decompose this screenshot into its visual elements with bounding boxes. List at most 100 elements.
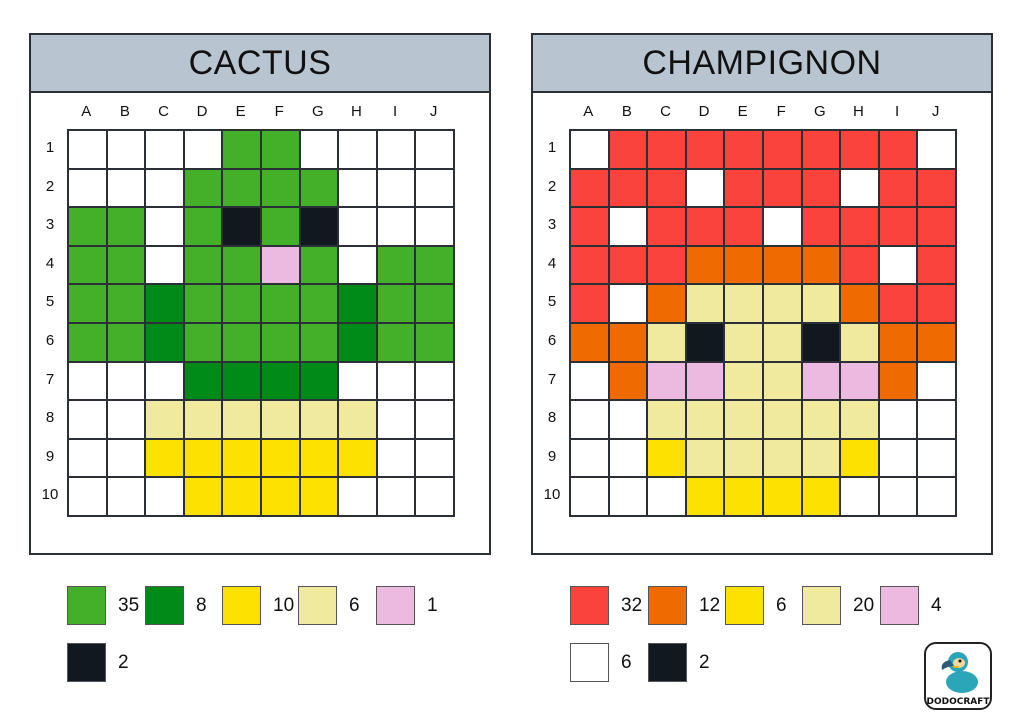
grid-cell-C7 bbox=[145, 361, 184, 401]
color-swatch bbox=[570, 586, 609, 625]
grid-cell-I8 bbox=[376, 400, 416, 439]
grid-cell-F4 bbox=[260, 245, 300, 285]
grid-cell-E3 bbox=[222, 207, 261, 246]
grid-cell-G4 bbox=[801, 245, 841, 285]
grid-cell-G10 bbox=[299, 477, 339, 516]
row-labels: 1 2 3 4 5 6 7 8 9 10 bbox=[537, 129, 567, 515]
legend-item: 2 bbox=[648, 643, 739, 682]
grid-cell-I6 bbox=[376, 322, 416, 362]
grid-cell-I1 bbox=[376, 130, 416, 169]
grid-cell-D3 bbox=[685, 207, 725, 246]
column-label: F bbox=[274, 103, 284, 120]
grid-cell-A3 bbox=[570, 207, 609, 246]
column-label: D bbox=[698, 103, 710, 120]
grid-cell-J7 bbox=[415, 361, 454, 401]
grid-cell-D5 bbox=[685, 284, 725, 323]
color-swatch bbox=[570, 643, 609, 682]
grid-cell-G1 bbox=[299, 130, 339, 169]
color-swatch bbox=[376, 586, 415, 625]
column-label: E bbox=[737, 103, 748, 120]
grid-cell-J3 bbox=[415, 207, 454, 246]
cell-count: 2 bbox=[699, 651, 710, 673]
grid-cell-J2 bbox=[415, 168, 454, 208]
legend-item: 6 bbox=[725, 586, 816, 625]
column-label: D bbox=[196, 103, 208, 120]
grid-cell-J2 bbox=[917, 168, 956, 208]
grid-cell-B9 bbox=[608, 438, 648, 478]
grid-cell-B5 bbox=[608, 284, 648, 323]
grid-cell-J6 bbox=[917, 322, 956, 362]
grid-cell-B5 bbox=[106, 284, 146, 323]
grid-cell-F8 bbox=[762, 400, 802, 439]
grid-cell-D10 bbox=[183, 477, 223, 516]
grid-cell-J9 bbox=[917, 438, 956, 478]
grid-cell-E1 bbox=[222, 130, 261, 169]
color-swatch bbox=[67, 643, 106, 682]
column-label: J bbox=[931, 103, 940, 120]
grid-cell-D2 bbox=[685, 168, 725, 208]
grid-cell-G8 bbox=[801, 400, 841, 439]
grid-cell-I5 bbox=[878, 284, 918, 323]
grid-cell-B7 bbox=[106, 361, 146, 401]
row-label: 5 bbox=[547, 293, 557, 311]
grid-cell-E7 bbox=[724, 361, 763, 401]
grid-cell-H9 bbox=[338, 438, 377, 478]
grid-cell-F3 bbox=[762, 207, 802, 246]
grid-cell-A10 bbox=[68, 477, 107, 516]
grid-cell-F10 bbox=[260, 477, 300, 516]
grid-cell-C10 bbox=[145, 477, 184, 516]
grid-cell-F3 bbox=[260, 207, 300, 246]
grid-cell-C8 bbox=[145, 400, 184, 439]
grid-cell-F7 bbox=[762, 361, 802, 401]
legend-item: 35 bbox=[67, 586, 158, 625]
grid-cell-A5 bbox=[68, 284, 107, 323]
grid-cell-G3 bbox=[299, 207, 339, 246]
grid-cell-H8 bbox=[338, 400, 377, 439]
grid-cell-I7 bbox=[376, 361, 416, 401]
legend-item: 32 bbox=[570, 586, 661, 625]
column-label: F bbox=[776, 103, 786, 120]
grid-cell-C4 bbox=[647, 245, 686, 285]
grid-cell-F1 bbox=[260, 130, 300, 169]
row-label: 6 bbox=[45, 331, 55, 349]
grid-cell-C9 bbox=[647, 438, 686, 478]
grid-cell-J9 bbox=[415, 438, 454, 478]
cell-count: 2 bbox=[118, 651, 129, 673]
grid-cell-F2 bbox=[260, 168, 300, 208]
row-label: 10 bbox=[41, 486, 59, 504]
grid-cell-F5 bbox=[260, 284, 300, 323]
grid-cell-E10 bbox=[724, 477, 763, 516]
grid-cell-F9 bbox=[762, 438, 802, 478]
row-label: 7 bbox=[45, 370, 55, 388]
row-label: 8 bbox=[45, 409, 55, 427]
grid-cell-J1 bbox=[917, 130, 956, 169]
grid-cell-F1 bbox=[762, 130, 802, 169]
grid-cell-D1 bbox=[685, 130, 725, 169]
grid-cell-B10 bbox=[106, 477, 146, 516]
grid-cell-A1 bbox=[570, 130, 609, 169]
column-labels: A B C D E F G H I J bbox=[67, 103, 453, 120]
grid-cell-I4 bbox=[376, 245, 416, 285]
grid-cell-G2 bbox=[299, 168, 339, 208]
grid-cell-H3 bbox=[338, 207, 377, 246]
row-label: 2 bbox=[45, 177, 55, 195]
color-swatch bbox=[648, 643, 687, 682]
grid-cell-A5 bbox=[570, 284, 609, 323]
grid-cell-F4 bbox=[762, 245, 802, 285]
column-label: H bbox=[351, 103, 362, 120]
column-label: A bbox=[583, 103, 594, 120]
grid-cell-J6 bbox=[415, 322, 454, 362]
grid-cell-H7 bbox=[338, 361, 377, 401]
cell-count: 1 bbox=[427, 594, 438, 616]
column-label: G bbox=[814, 103, 826, 120]
grid-cell-C5 bbox=[145, 284, 184, 323]
grid-cell-F5 bbox=[762, 284, 802, 323]
grid-cell-G4 bbox=[299, 245, 339, 285]
grid-cell-A2 bbox=[570, 168, 609, 208]
grid-cell-I4 bbox=[878, 245, 918, 285]
cell-count: 12 bbox=[699, 594, 721, 616]
grid-cell-H2 bbox=[840, 168, 879, 208]
grid-cell-G1 bbox=[801, 130, 841, 169]
grid-cell-I7 bbox=[878, 361, 918, 401]
row-label: 4 bbox=[547, 254, 557, 272]
